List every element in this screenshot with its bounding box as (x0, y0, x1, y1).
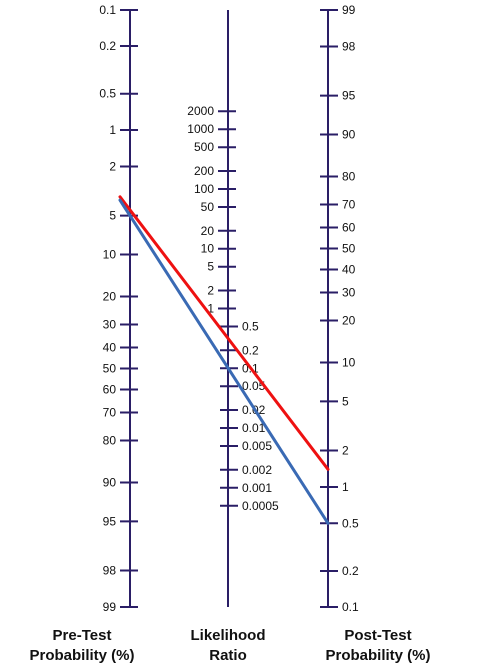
lr-tick-label-low-5: 0.01 (242, 421, 266, 435)
nomogram-line-0 (118, 195, 330, 471)
posttest-tick-label-0: 99 (342, 3, 356, 17)
pretest-ticks: 0.1 0.2 0.5 1 2 5 10 20 30 40 50 60 70 80 90 95 98 99 (99, 3, 138, 614)
likelihood-ratio-title-line-2: Ratio (209, 647, 247, 664)
lr-tick-label-low-9: 0.0005 (242, 499, 279, 513)
lr-tick-label-high-1: 1000 (187, 122, 214, 136)
pretest-tick-label-6: 10 (103, 247, 117, 261)
pretest-tick-label-1: 0.2 (99, 39, 116, 53)
posttest-tick-label-12: 5 (342, 394, 349, 408)
pretest-tick-label-15: 95 (103, 514, 117, 528)
lr-tick-label-high-4: 100 (194, 182, 214, 196)
lr-tick-label-high-3: 200 (194, 164, 214, 178)
posttest-tick-label-9: 30 (342, 285, 356, 299)
lr-tick-label-low-1: 0.2 (242, 343, 259, 357)
likelihood-ratio-title-line-1: Likelihood (191, 627, 266, 644)
pretest-tick-label-17: 99 (103, 600, 117, 614)
pretest-tick-label-5: 5 (109, 209, 116, 223)
lr-tick-label-high-6: 20 (201, 224, 215, 238)
posttest-tick-label-13: 2 (342, 444, 349, 458)
pretest-tick-label-11: 60 (103, 383, 117, 397)
pretest-tick-label-0: 0.1 (99, 3, 116, 17)
nomogram-line-1 (118, 198, 330, 525)
posttest-tick-label-5: 70 (342, 198, 356, 212)
posttest-tick-label-6: 60 (342, 220, 356, 234)
lr-tick-label-low-8: 0.001 (242, 481, 272, 495)
nomogram-lines (118, 195, 330, 525)
pretest-tick-label-10: 50 (103, 361, 117, 375)
pretest-tick-label-3: 1 (109, 123, 116, 137)
posttest-tick-label-16: 0.2 (342, 564, 359, 578)
lr-tick-label-high-10: 1 (207, 302, 214, 316)
pretest-tick-label-9: 40 (103, 340, 117, 354)
lr-tick-label-high-0: 2000 (187, 104, 214, 118)
lr-tick-label-high-8: 5 (207, 260, 214, 274)
posttest-tick-label-10: 20 (342, 313, 356, 327)
lr-tick-label-low-0: 0.5 (242, 319, 259, 333)
lr-tick-label-high-2: 500 (194, 140, 214, 154)
pretest-title-line-2: Probability (%) (29, 647, 134, 664)
posttest-tick-label-4: 80 (342, 170, 356, 184)
posttest-tick-label-11: 10 (342, 356, 356, 370)
posttest-ticks: 99 98 95 90 80 70 60 50 40 30 20 10 5 2 1 0.5 0.2 0.1 (320, 3, 359, 614)
posttest-title-line-1: Post-Test (344, 627, 411, 644)
posttest-tick-label-8: 40 (342, 263, 356, 277)
pretest-tick-label-8: 30 (103, 318, 117, 332)
posttest-title-line-2: Probability (%) (325, 647, 430, 664)
pretest-tick-label-14: 90 (103, 476, 117, 490)
posttest-tick-label-1: 98 (342, 40, 356, 54)
pretest-title-line-1: Pre-Test (53, 627, 112, 644)
lr-tick-label-high-7: 10 (201, 242, 215, 256)
posttest-tick-label-14: 1 (342, 480, 349, 494)
posttest-tick-label-7: 50 (342, 242, 356, 256)
pretest-tick-label-4: 2 (109, 159, 116, 173)
pretest-tick-label-2: 0.5 (99, 87, 116, 101)
pretest-tick-label-7: 20 (103, 290, 117, 304)
posttest-tick-label-2: 95 (342, 89, 356, 103)
lr-tick-label-high-9: 2 (207, 284, 214, 298)
posttest-tick-label-17: 0.1 (342, 600, 359, 614)
pretest-tick-label-12: 70 (103, 405, 117, 419)
lr-tick-label-low-6: 0.005 (242, 439, 272, 453)
lr-tick-label-high-5: 50 (201, 200, 215, 214)
pretest-tick-label-13: 80 (103, 433, 117, 447)
posttest-tick-label-15: 0.5 (342, 516, 359, 530)
posttest-tick-label-3: 90 (342, 127, 356, 141)
likelihood-ratio-ticks: 200010005002001005020105210.50.20.10.050… (187, 104, 279, 513)
pretest-tick-label-16: 98 (103, 563, 117, 577)
lr-tick-label-low-3: 0.05 (242, 379, 266, 393)
lr-tick-label-low-7: 0.002 (242, 463, 272, 477)
